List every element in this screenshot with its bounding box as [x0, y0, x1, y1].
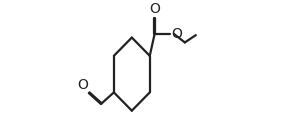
Text: O: O: [171, 27, 182, 41]
Text: O: O: [149, 2, 160, 16]
Text: O: O: [77, 78, 88, 92]
